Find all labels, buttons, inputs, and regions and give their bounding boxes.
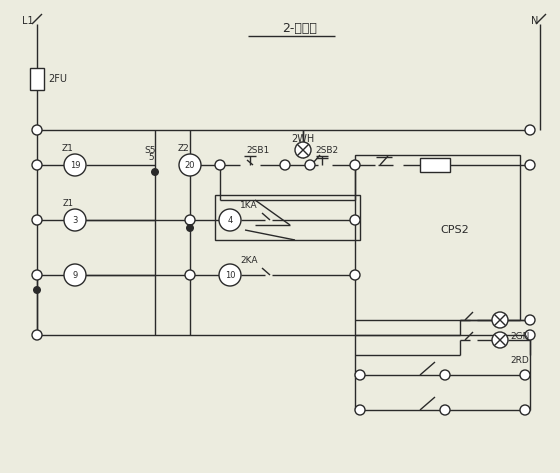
Text: 1KA: 1KA bbox=[240, 201, 258, 210]
Circle shape bbox=[350, 160, 360, 170]
Text: Z2: Z2 bbox=[177, 144, 189, 153]
Circle shape bbox=[32, 330, 42, 340]
Text: 2FU: 2FU bbox=[48, 74, 67, 84]
Bar bbox=[420, 158, 450, 172]
Text: N: N bbox=[531, 16, 538, 26]
Circle shape bbox=[355, 370, 365, 380]
Circle shape bbox=[179, 154, 201, 176]
Circle shape bbox=[32, 215, 42, 225]
Circle shape bbox=[32, 125, 42, 135]
Circle shape bbox=[440, 405, 450, 415]
Circle shape bbox=[151, 168, 159, 176]
Circle shape bbox=[64, 209, 86, 231]
Text: 5: 5 bbox=[146, 153, 155, 162]
Text: L1: L1 bbox=[22, 16, 34, 26]
Text: 19: 19 bbox=[70, 160, 80, 169]
Text: Z1: Z1 bbox=[62, 144, 74, 153]
Circle shape bbox=[492, 332, 508, 348]
Text: 3: 3 bbox=[72, 216, 78, 225]
Text: 2GN: 2GN bbox=[510, 332, 529, 341]
Text: 2-频控制: 2-频控制 bbox=[283, 21, 318, 35]
Circle shape bbox=[525, 160, 535, 170]
Text: 2RD: 2RD bbox=[510, 356, 529, 365]
Circle shape bbox=[520, 370, 530, 380]
Text: S5: S5 bbox=[144, 146, 156, 155]
Circle shape bbox=[525, 330, 535, 340]
Circle shape bbox=[525, 125, 535, 135]
Circle shape bbox=[219, 209, 241, 231]
Text: 9: 9 bbox=[72, 271, 78, 280]
Circle shape bbox=[350, 270, 360, 280]
Circle shape bbox=[186, 224, 194, 232]
Circle shape bbox=[280, 160, 290, 170]
Text: 2KA: 2KA bbox=[240, 256, 258, 265]
Text: 2WH: 2WH bbox=[291, 134, 315, 144]
Text: Z1: Z1 bbox=[63, 199, 73, 208]
Text: CPS2: CPS2 bbox=[441, 225, 469, 235]
Text: 2SB1: 2SB1 bbox=[246, 146, 269, 155]
Text: 2SB2: 2SB2 bbox=[315, 146, 339, 155]
Circle shape bbox=[520, 405, 530, 415]
Circle shape bbox=[305, 160, 315, 170]
Circle shape bbox=[64, 264, 86, 286]
Circle shape bbox=[185, 160, 195, 170]
Circle shape bbox=[185, 215, 195, 225]
Text: 4: 4 bbox=[227, 216, 232, 225]
Circle shape bbox=[219, 264, 241, 286]
Text: 20: 20 bbox=[185, 160, 195, 169]
Circle shape bbox=[350, 215, 360, 225]
Circle shape bbox=[185, 270, 195, 280]
Circle shape bbox=[64, 154, 86, 176]
Circle shape bbox=[215, 160, 225, 170]
Text: 10: 10 bbox=[225, 271, 235, 280]
Bar bbox=[215, 195, 360, 240]
Circle shape bbox=[295, 142, 311, 158]
Circle shape bbox=[492, 312, 508, 328]
Circle shape bbox=[32, 160, 42, 170]
Circle shape bbox=[33, 286, 41, 294]
Circle shape bbox=[355, 405, 365, 415]
Circle shape bbox=[440, 370, 450, 380]
Bar bbox=[355, 155, 520, 320]
Bar bbox=[30, 68, 44, 90]
Circle shape bbox=[525, 315, 535, 325]
Circle shape bbox=[32, 270, 42, 280]
